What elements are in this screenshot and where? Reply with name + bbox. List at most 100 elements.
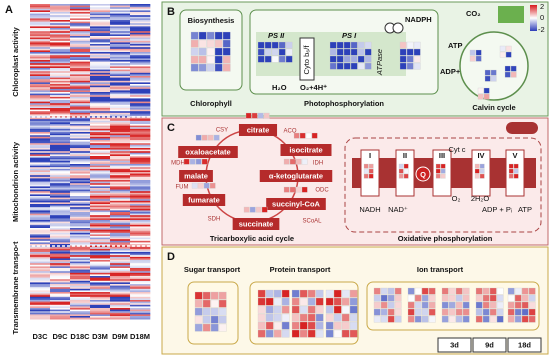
heat-cell	[70, 216, 91, 219]
label: O₂+4H⁺	[300, 83, 327, 92]
mini-cell	[364, 41, 372, 49]
mini-cell	[455, 301, 463, 309]
mini-cell	[341, 313, 350, 322]
heat-cell	[70, 114, 91, 117]
heat-cell	[110, 178, 131, 181]
heat-cell	[70, 68, 91, 70]
mini-cell	[333, 321, 342, 330]
heat-cell	[30, 152, 51, 155]
heat-cell	[30, 103, 51, 106]
mini-cell	[462, 287, 470, 295]
heat-cell	[70, 229, 91, 232]
heat-cell	[130, 306, 151, 309]
heat-cell	[130, 277, 151, 280]
mini-cell	[373, 308, 381, 316]
heat-cell	[70, 234, 91, 237]
mini-cell	[257, 289, 266, 298]
heat-cell	[90, 95, 111, 98]
heat-cell	[70, 204, 91, 206]
heat-cell	[90, 207, 111, 210]
mini-cell	[504, 65, 511, 72]
heat-cell	[130, 122, 151, 125]
heat-cell	[70, 29, 91, 32]
mini-cell	[202, 307, 211, 316]
mini-cell	[257, 313, 266, 322]
mini-cell	[394, 294, 402, 302]
heat-cell	[50, 290, 71, 293]
heat-cell	[90, 44, 111, 46]
heat-cell	[70, 292, 91, 294]
heat-cell	[30, 88, 51, 91]
heat-cell	[30, 263, 51, 266]
heat-cell	[130, 303, 151, 306]
heat-cell	[130, 133, 151, 136]
heat-cell	[30, 53, 51, 56]
heat-cell	[110, 236, 131, 238]
heat-cell	[90, 36, 111, 38]
heat-cell	[50, 215, 71, 218]
heat-cell	[110, 48, 131, 51]
mini-cell	[315, 297, 324, 306]
heat-cell	[90, 32, 111, 35]
heat-cell	[110, 258, 131, 261]
heat-cell	[70, 135, 91, 138]
heat-cell	[130, 276, 151, 278]
mini-cell	[307, 321, 316, 330]
mini-cell	[507, 294, 515, 302]
heat-cell	[70, 141, 91, 144]
heat-cell	[110, 133, 131, 136]
mini-cell	[441, 287, 449, 295]
heat-cell	[110, 61, 131, 64]
mini-cell	[403, 168, 409, 174]
heat-cell	[110, 144, 131, 147]
heat-cell	[130, 61, 151, 64]
mini-cell	[257, 297, 266, 306]
heat-cell	[70, 175, 91, 178]
heat-cell	[50, 44, 71, 46]
heat-cell	[90, 250, 111, 253]
heat-cell	[50, 124, 71, 126]
mini-cell	[299, 289, 308, 298]
mini-cell	[291, 305, 300, 314]
heat-cell	[90, 101, 111, 104]
mini-cell	[283, 158, 290, 165]
heat-cell	[70, 23, 91, 26]
heat-cell	[30, 143, 51, 146]
heat-cell	[70, 162, 91, 165]
heat-cell	[110, 76, 131, 78]
mini-cell	[198, 31, 207, 40]
mini-cell	[364, 55, 372, 63]
legend-box	[437, 337, 472, 353]
heat-cell	[70, 122, 91, 125]
heat-cell	[70, 264, 91, 267]
heat-cell	[90, 228, 111, 230]
heat-cell	[130, 184, 151, 187]
heat-cell	[30, 56, 51, 59]
heat-cell	[130, 255, 151, 258]
heat-cell	[90, 317, 111, 320]
heat-cell	[50, 173, 71, 176]
heat-cell	[50, 256, 71, 259]
mini-cell	[273, 329, 282, 338]
heat-cell	[50, 170, 71, 173]
mini-cell	[462, 315, 470, 323]
heat-cell	[90, 308, 111, 310]
heat-cell	[130, 218, 151, 221]
heat-cell	[130, 64, 151, 67]
heat-cell	[30, 274, 51, 277]
mini-cell	[414, 294, 422, 302]
heat-cell	[30, 240, 51, 243]
heat-cell	[70, 279, 91, 282]
heat-cell	[50, 255, 71, 258]
heat-cell	[130, 79, 151, 82]
heat-cell	[70, 72, 91, 75]
mini-cell	[329, 55, 337, 63]
heat-cell	[50, 285, 71, 288]
heat-cell	[30, 242, 51, 245]
heat-cell	[130, 148, 151, 150]
heat-cell	[70, 37, 91, 40]
mini-cell	[496, 315, 504, 323]
heat-cell	[50, 186, 71, 189]
heat-cell	[50, 300, 71, 302]
